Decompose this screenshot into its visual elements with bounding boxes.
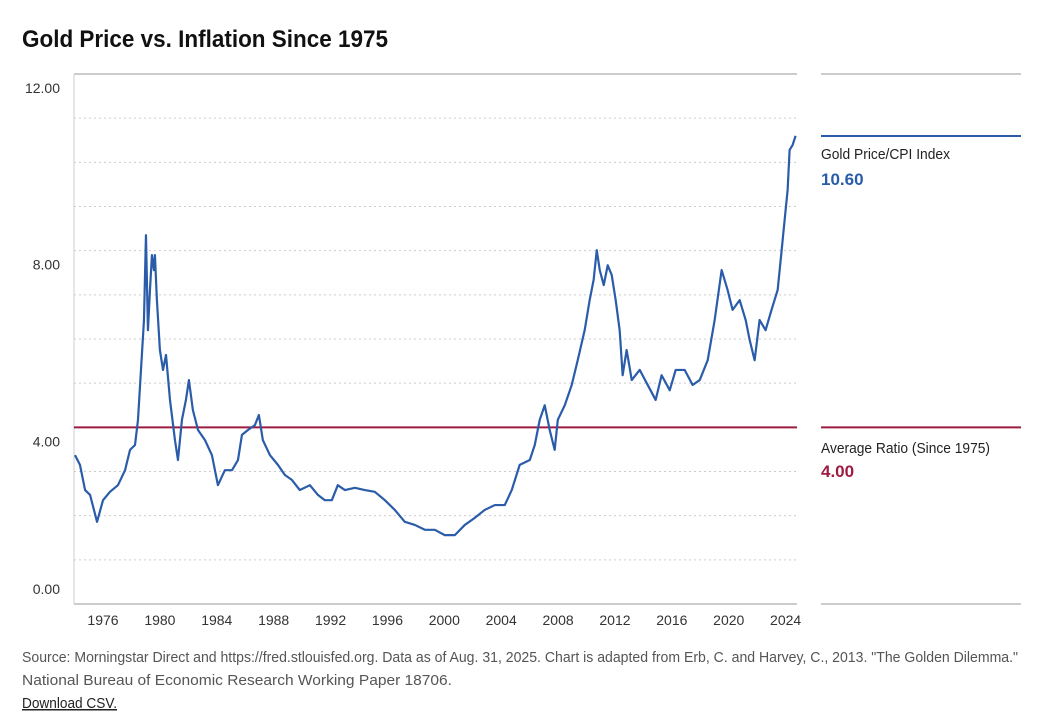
x-tick-label: 2016 bbox=[656, 612, 687, 628]
data-line bbox=[74, 135, 797, 537]
x-tick-label: 1996 bbox=[372, 612, 403, 628]
x-tick-label: 2024 bbox=[770, 612, 801, 628]
y-tick-label: 0.00 bbox=[33, 581, 60, 597]
x-tick-label: 1992 bbox=[315, 612, 346, 628]
x-tick-label: 1980 bbox=[144, 612, 175, 628]
y-tick-label: 12.00 bbox=[25, 80, 60, 96]
chart-title: Gold Price vs. Inflation Since 1975 bbox=[22, 26, 388, 53]
download-link[interactable]: Download CSV. bbox=[22, 695, 117, 712]
source-note: Source: Morningstar Direct and https://f… bbox=[22, 649, 1018, 666]
x-tick-label: 2004 bbox=[486, 612, 517, 628]
x-tick-label: 2020 bbox=[713, 612, 744, 628]
legend-value: 10.60 bbox=[821, 170, 864, 189]
x-tick-label: 2012 bbox=[599, 612, 630, 628]
legend-label: Gold Price/CPI Index bbox=[821, 146, 950, 163]
source-note: National Bureau of Economic Research Wor… bbox=[22, 672, 452, 689]
reference-label: Average Ratio (Since 1975) bbox=[821, 440, 990, 457]
x-tick-label: 1976 bbox=[87, 612, 118, 628]
x-tick-label: 2008 bbox=[543, 612, 574, 628]
reference-value: 4.00 bbox=[821, 462, 854, 481]
y-tick-label: 8.00 bbox=[33, 257, 60, 273]
x-tick-label: 1988 bbox=[258, 612, 289, 628]
y-tick-label: 4.00 bbox=[33, 433, 60, 449]
x-tick-label: 2000 bbox=[429, 612, 460, 628]
x-tick-label: 1984 bbox=[201, 612, 232, 628]
